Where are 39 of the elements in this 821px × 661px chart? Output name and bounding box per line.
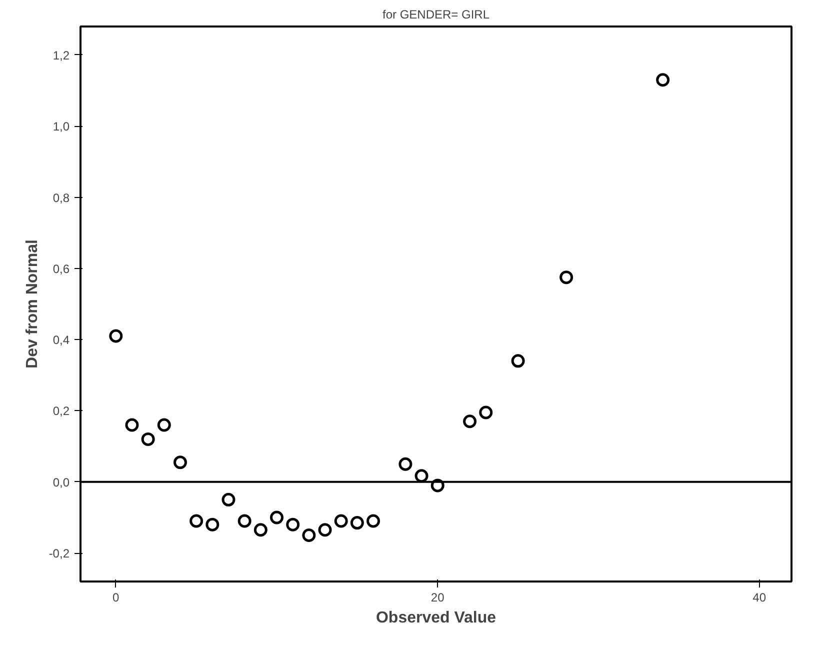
point — [463, 414, 477, 428]
point — [366, 514, 380, 528]
x-tick-label: 0 — [112, 590, 120, 604]
x-axis-title: Observed Value — [376, 610, 496, 626]
y-tick-label: 1,0 — [52, 120, 70, 134]
chart-title: for GENDER= GIRL — [382, 8, 490, 22]
point — [511, 354, 525, 368]
point — [206, 518, 220, 532]
y-tick-label: 0,4 — [52, 333, 70, 348]
point — [286, 518, 300, 532]
point — [141, 432, 155, 446]
x-tick-label: 20 — [430, 590, 445, 604]
point — [430, 478, 444, 492]
point — [190, 514, 204, 528]
point — [125, 418, 139, 432]
point — [334, 514, 348, 528]
point — [398, 457, 412, 471]
point — [254, 523, 268, 537]
y-axis-title: Dev from Normal — [24, 240, 41, 368]
point — [270, 510, 284, 524]
point — [350, 516, 364, 530]
y-tick-label: 0,8 — [52, 190, 70, 205]
point — [302, 528, 316, 542]
y-tick-label: 0,6 — [52, 262, 70, 276]
point — [560, 270, 574, 284]
point — [318, 523, 332, 537]
point — [238, 514, 252, 528]
y-tick-label: 0,2 — [52, 404, 70, 418]
y-tick-label: -0,2 — [48, 546, 70, 561]
y-tick-label: 1,2 — [52, 48, 70, 62]
point — [656, 73, 670, 87]
point — [222, 492, 236, 506]
point — [109, 329, 123, 343]
x-tick-label: 40 — [752, 590, 766, 604]
point — [157, 418, 171, 432]
point — [414, 469, 428, 483]
y-tick-label: 0,0 — [52, 475, 70, 490]
point — [479, 406, 493, 420]
point — [173, 456, 187, 470]
